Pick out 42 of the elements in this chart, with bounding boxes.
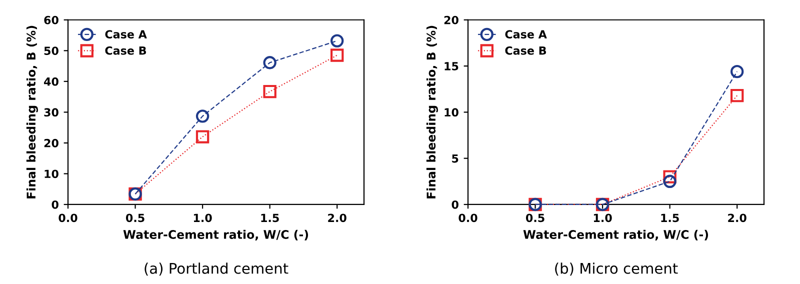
y-axis-title: Final bleeding ratio, B (%) [26, 26, 38, 198]
legend-label: Case A [105, 30, 147, 38]
y-axis-title: Final bleeding ratio, B (%) [426, 26, 438, 198]
x-tick-label: 1.0 [194, 214, 212, 222]
y-tick-label: 50 [44, 46, 58, 56]
y-tick-label: 5 [452, 154, 458, 163]
point [196, 130, 210, 144]
x-axis-title: Water-Cement ratio, W/C (-) [523, 230, 708, 240]
x-tick-label: 0.0 [58, 214, 78, 222]
point [730, 64, 744, 78]
legend-label: Case B [505, 46, 546, 55]
x-tick-label: 1.5 [261, 214, 279, 222]
x-tick-label: 0.5 [526, 214, 544, 222]
x-tick-label: 2.0 [728, 214, 746, 222]
point [263, 56, 276, 70]
point [663, 174, 676, 188]
point [263, 84, 276, 98]
x-tick-label: 2.0 [328, 214, 346, 222]
point [663, 170, 676, 184]
y-tick-label: 0 [52, 200, 58, 209]
point [330, 48, 344, 62]
y-tick-label: 15 [444, 62, 458, 70]
x-tick-label: 1.0 [594, 214, 612, 222]
text: (b) Micro cement [555, 262, 678, 276]
x-tick-label: 0.0 [458, 214, 478, 222]
y-tick-label: 40 [44, 77, 58, 86]
legend-label: Case B [105, 46, 146, 55]
x-tick-label: 1.5 [661, 214, 679, 222]
point [196, 110, 210, 123]
y-tick-label: 20 [44, 138, 58, 148]
point [330, 34, 344, 48]
point [730, 88, 744, 102]
x-tick-label: 0.5 [126, 214, 144, 222]
legend-label: Case A [505, 30, 547, 38]
y-tick-label: 60 [44, 16, 58, 24]
y-tick-label: 10 [444, 108, 458, 117]
x-axis-title: Water-Cement ratio, W/C (-) [123, 230, 308, 240]
y-tick-label: 0 [452, 200, 458, 209]
y-tick-label: 30 [44, 108, 58, 117]
y-tick-label: 10 [44, 170, 58, 178]
text: (a) Portland cement [144, 262, 288, 276]
y-tick-label: 20 [444, 16, 458, 24]
